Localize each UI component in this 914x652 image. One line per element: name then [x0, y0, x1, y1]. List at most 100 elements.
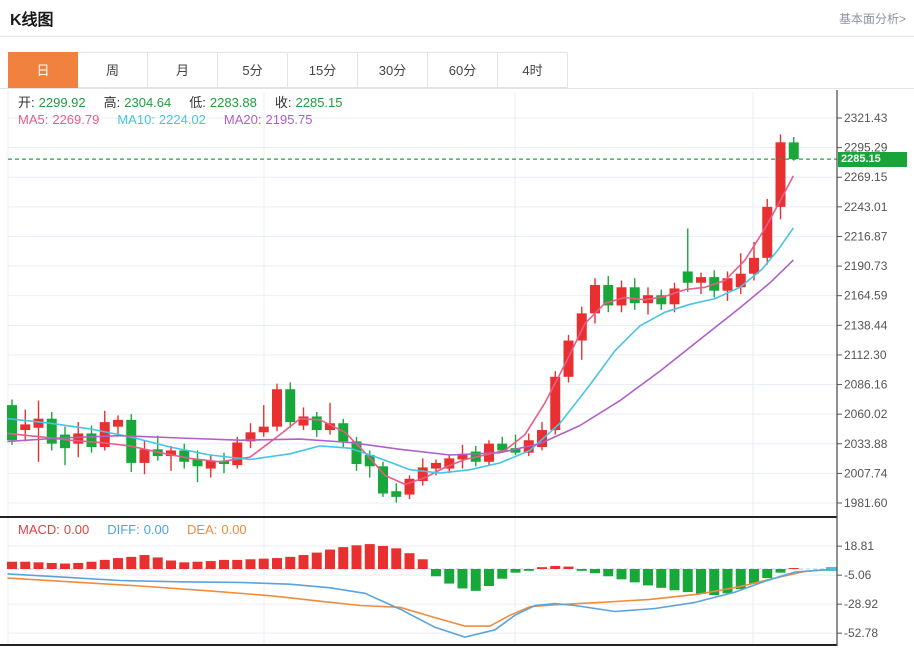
- candle-body: [258, 426, 269, 433]
- macd-bar: [616, 569, 627, 580]
- macd-bar: [470, 569, 481, 591]
- macd-legend-item-1: DIFF: 0.00: [107, 522, 170, 537]
- macd-bar: [510, 569, 521, 573]
- tab-interval-3[interactable]: 5分: [218, 52, 288, 88]
- candle-body: [113, 419, 123, 427]
- ohlc-legend-item-1: 高: 2304.64: [103, 95, 172, 110]
- candle-body: [722, 278, 733, 291]
- macd-legend-item-2: DEA: 0.00: [187, 522, 247, 537]
- interval-tabbar: 日周月 5分 15分 30分 60分 4时: [8, 52, 568, 88]
- macd-bar: [643, 569, 653, 586]
- macd-bar: [550, 565, 561, 569]
- macd-bar: [444, 569, 455, 584]
- tab-interval-2[interactable]: 月: [148, 52, 218, 88]
- macd-bar: [537, 567, 547, 569]
- candle-body: [378, 466, 388, 494]
- candle-body: [298, 416, 309, 426]
- macd-tick-2: -28.92: [844, 597, 878, 611]
- candle-body: [616, 287, 627, 306]
- macd-bar: [272, 558, 282, 569]
- macd-bar: [232, 559, 243, 569]
- candle-body: [311, 416, 322, 431]
- candle-body: [364, 454, 375, 467]
- macd-bar: [351, 545, 362, 569]
- candle-body: [576, 313, 587, 341]
- macd-bar: [669, 569, 680, 591]
- price-tick-0: 2321.43: [844, 111, 888, 125]
- macd-bar: [749, 569, 759, 584]
- diff-axis-marker: [826, 567, 837, 571]
- candle-body: [86, 433, 97, 448]
- candle-body: [788, 142, 799, 160]
- candle-body: [219, 460, 229, 465]
- macd-bar: [152, 557, 163, 569]
- candle-body: [669, 288, 680, 305]
- macd-bar: [179, 562, 190, 569]
- ma-legend-item-2: MA20: 2195.75: [223, 112, 313, 127]
- tab-interval-0[interactable]: 日: [8, 52, 78, 88]
- candle-body: [417, 467, 428, 482]
- macd-tick-1: -5.06: [844, 568, 872, 582]
- macd-bar: [113, 558, 123, 569]
- tab-interval-7[interactable]: 4时: [498, 52, 568, 88]
- price-tick-12: 2007.74: [844, 466, 888, 480]
- macd-bar: [656, 569, 667, 588]
- candle-body: [205, 460, 216, 469]
- macd-bar: [378, 545, 388, 569]
- macd-bar: [457, 569, 468, 589]
- macd-bar: [139, 555, 150, 569]
- macd-bar: [205, 561, 216, 569]
- tab-interval-1[interactable]: 周: [78, 52, 148, 88]
- tab-interval-5[interactable]: 30分: [358, 52, 428, 88]
- macd-bar: [735, 569, 746, 590]
- candle-body: [762, 206, 773, 258]
- macd-bar: [46, 562, 57, 569]
- macd-bar: [86, 561, 97, 569]
- macd-bar: [7, 561, 17, 569]
- macd-bar: [431, 569, 441, 577]
- macd-legend-item-0: MACD: 0.00: [18, 522, 90, 537]
- macd-bar: [245, 559, 256, 569]
- candle-body: [46, 418, 57, 444]
- macd-bar: [576, 569, 587, 571]
- macd-bar: [629, 569, 640, 583]
- macd-bar: [166, 560, 176, 569]
- candle-body: [391, 491, 402, 497]
- macd-bar: [73, 562, 84, 569]
- macd-bar: [404, 553, 415, 569]
- macd-bar: [497, 569, 508, 579]
- price-tick-11: 2033.88: [844, 437, 888, 451]
- macd-tick-0: 18.81: [844, 539, 874, 553]
- fundamental-analysis-link[interactable]: 基本面分析>: [838, 12, 906, 26]
- ohlc-legend-item-0: 开: 2299.92: [18, 95, 86, 110]
- tab-interval-4[interactable]: 15分: [288, 52, 358, 88]
- ma10-line: [7, 227, 794, 474]
- macd-bar: [364, 544, 375, 569]
- price-tick-10: 2060.02: [844, 407, 888, 421]
- candle-body: [404, 478, 415, 495]
- macd-bar: [788, 568, 799, 570]
- ma20-line: [7, 259, 794, 456]
- tab-interval-6[interactable]: 60分: [428, 52, 498, 88]
- candle-body: [629, 287, 640, 304]
- macd-bar: [258, 558, 269, 569]
- ohlc-legend: 开: 2299.92 高: 2304.64 低: 2283.88 收: 2285.15: [18, 92, 361, 111]
- candle-body: [696, 277, 706, 283]
- macd-bar: [484, 569, 494, 587]
- macd-bar: [338, 547, 349, 569]
- candle-body: [775, 142, 786, 207]
- macd-bar: [722, 569, 733, 594]
- macd-layer: [7, 544, 837, 596]
- macd-bar: [523, 569, 534, 571]
- header-divider: [0, 36, 914, 37]
- candle-body: [272, 389, 282, 427]
- macd-bar: [20, 561, 31, 569]
- candle-body: [245, 432, 256, 442]
- candle-body: [510, 448, 521, 453]
- candle-body: [166, 450, 176, 457]
- ohlc-legend-item-3: 收: 2285.15: [274, 95, 343, 110]
- macd-bar: [391, 548, 402, 569]
- candle-body: [192, 459, 203, 467]
- candle-body: [550, 376, 561, 431]
